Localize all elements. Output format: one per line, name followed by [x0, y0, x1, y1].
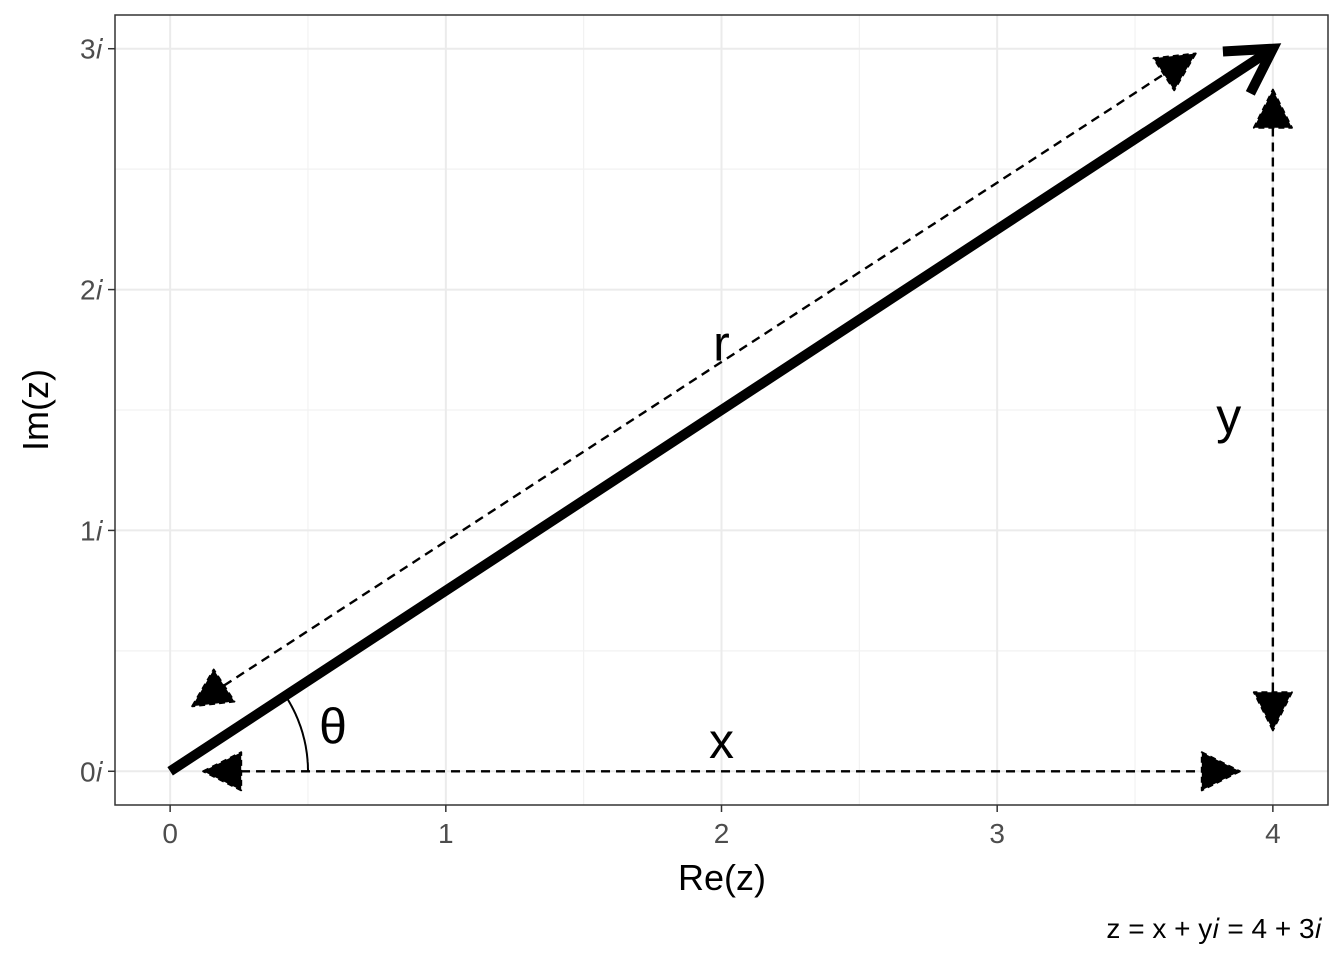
label-x: x: [709, 713, 734, 769]
dimension-arrowhead-x: [1200, 751, 1241, 792]
y-tick-label: 3𝑖: [80, 34, 104, 65]
x-tick-label: 3: [989, 818, 1005, 849]
x-axis-title: Re(z): [678, 857, 766, 898]
dimension-arrowhead-y: [1252, 88, 1293, 129]
plot-marks: r x y θ: [167, 43, 1293, 792]
theta-arc: [284, 695, 309, 772]
axis-ticks: [108, 47, 1274, 812]
y-axis-title: Im(z): [15, 369, 56, 451]
caption: z = x + y𝑖 = 4 + 3𝑖: [1106, 913, 1322, 944]
dimension-arrowhead-x: [202, 751, 243, 792]
vector-z-line: [167, 46, 1273, 776]
label-r: r: [713, 316, 730, 372]
x-tick-label: 4: [1265, 818, 1281, 849]
y-tick-label: 0𝑖: [80, 756, 104, 787]
y-tick-label: 2𝑖: [80, 275, 104, 306]
plot-labels: 0 1 2 3 4 0𝑖 1𝑖 2𝑖 3𝑖: [80, 34, 1281, 849]
dimension-line-r: [210, 64, 1178, 695]
dimension-arrowhead-r: [1152, 52, 1197, 92]
x-tick-label: 2: [714, 818, 730, 849]
vector-z-arrowhead: [1222, 43, 1282, 96]
dimension-arrowhead-r: [191, 668, 236, 708]
label-theta: θ: [319, 699, 347, 755]
x-tick-label: 0: [162, 818, 178, 849]
dimension-arrowhead-y: [1252, 691, 1293, 732]
y-tick-label: 1𝑖: [80, 515, 104, 546]
label-y: y: [1216, 388, 1241, 444]
x-tick-label: 1: [438, 818, 454, 849]
